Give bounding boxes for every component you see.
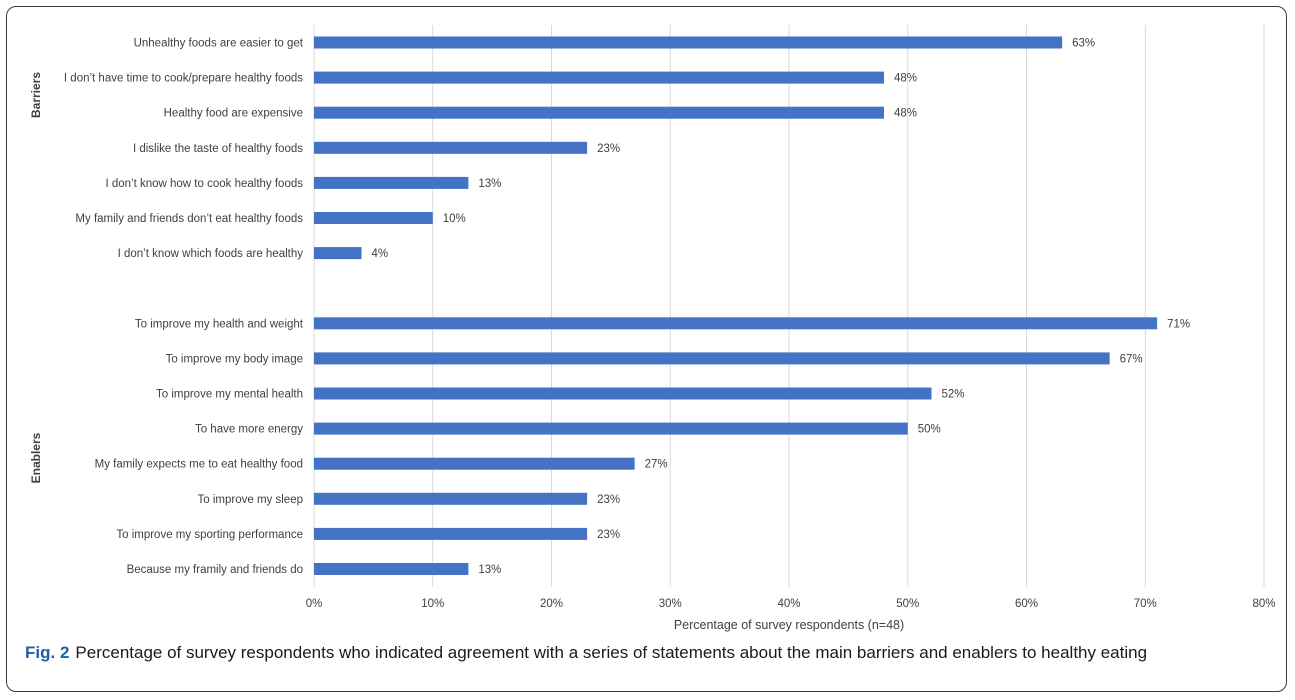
bar	[314, 141, 588, 154]
bar	[314, 71, 884, 84]
bar	[314, 527, 588, 540]
x-tick-label: 70%	[1134, 598, 1157, 610]
caption-text: Percentage of survey respondents who ind…	[75, 643, 1148, 662]
data-label: 13%	[478, 564, 501, 576]
x-tick-label: 20%	[540, 598, 563, 610]
figure-frame	[6, 6, 1287, 692]
data-label: 48%	[894, 73, 917, 85]
category-label: To improve my mental health	[156, 389, 303, 401]
labels: 0% 10% 20% 30% 40% 50% 60% 70% 80% Unhealthy food…	[29, 38, 1276, 611]
data-label: 48%	[894, 108, 917, 120]
x-tick-label: 30%	[659, 598, 682, 610]
category-label: I don’t have time to cook/prepare health…	[64, 73, 303, 85]
category-label: To improve my sporting performance	[116, 529, 303, 541]
bar	[314, 352, 1110, 365]
category-label: My family and friends don’t eat healthy …	[75, 213, 303, 225]
category-label: I don’t know how to cook healthy foods	[105, 178, 303, 190]
x-tick-label: 10%	[421, 598, 444, 610]
bar-chart: 0% 10% 20% 30% 40% 50% 60% 70% 80% Unhealthy food…	[29, 25, 1276, 632]
x-tick-label: 60%	[1015, 598, 1038, 610]
x-axis-title: Percentage of survey respondents (n=48)	[674, 618, 904, 632]
category-label: To improve my body image	[166, 353, 303, 365]
data-label: 71%	[1167, 318, 1190, 330]
data-label: 23%	[597, 494, 620, 506]
data-label: 50%	[918, 424, 941, 436]
category-label: Unhealthy foods are easier to get	[134, 38, 304, 50]
figure-number: Fig. 2	[25, 643, 70, 662]
bar	[314, 106, 884, 119]
bar	[314, 422, 908, 435]
group-label: Enablers	[29, 432, 43, 483]
x-tick-label: 50%	[896, 598, 919, 610]
x-tick-label: 40%	[777, 598, 800, 610]
data-label: 4%	[372, 248, 389, 260]
data-label: 63%	[1072, 38, 1095, 50]
category-label: To improve my sleep	[198, 494, 303, 506]
category-label: To improve my health and weight	[135, 318, 304, 330]
data-label: 67%	[1120, 353, 1143, 365]
category-label: I dislike the taste of healthy foods	[133, 143, 303, 155]
category-label: Healthy food are expensive	[164, 108, 303, 120]
bar	[314, 36, 1063, 49]
bars	[314, 36, 1158, 575]
bar	[314, 212, 433, 224]
figure-caption: Fig. 2 Percentage of survey respondents w…	[25, 641, 1265, 665]
category-label: I don’t know which foods are healthy	[118, 248, 304, 260]
data-label: 27%	[645, 459, 668, 471]
x-tick-label: 80%	[1252, 598, 1275, 610]
data-label: 23%	[597, 143, 620, 155]
data-label: 52%	[942, 389, 965, 401]
bar	[314, 317, 1158, 330]
category-label: Because my framily and friends do	[127, 564, 303, 576]
bar	[314, 492, 588, 505]
data-label: 23%	[597, 529, 620, 541]
bar	[314, 563, 469, 575]
category-label: To have more energy	[195, 424, 303, 436]
bar	[314, 176, 469, 189]
data-label: 10%	[443, 213, 466, 225]
data-label: 13%	[478, 178, 501, 190]
category-label: My family expects me to eat healthy food	[95, 459, 303, 471]
bar	[314, 247, 362, 260]
bar	[314, 457, 635, 470]
group-label: Barriers	[29, 72, 43, 118]
bar	[314, 387, 932, 400]
x-tick-label: 0%	[306, 598, 323, 610]
